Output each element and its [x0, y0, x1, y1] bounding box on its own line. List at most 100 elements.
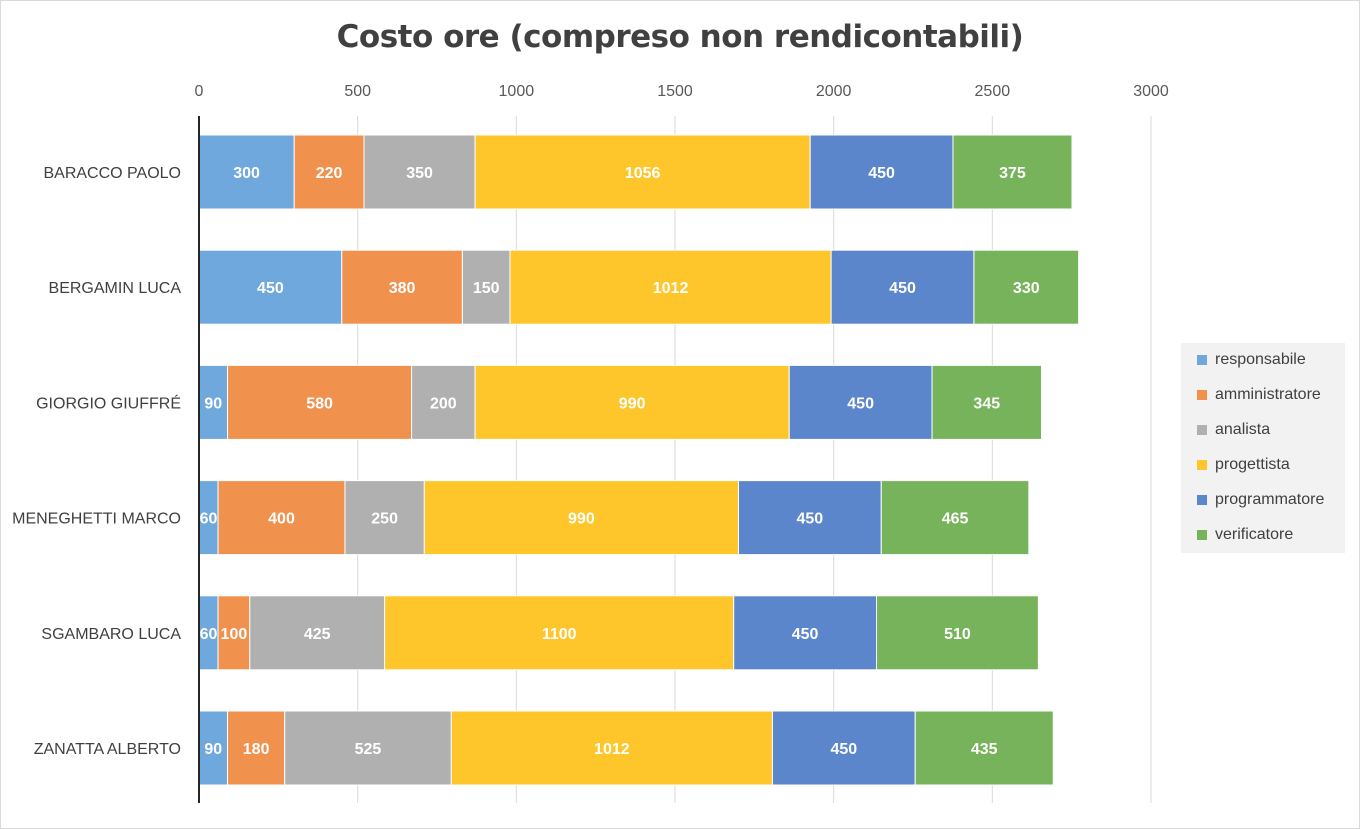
data-label: 1012 [594, 741, 630, 758]
data-label: 990 [619, 395, 646, 412]
data-label: 220 [316, 165, 343, 182]
x-tick-label: 1500 [657, 83, 693, 100]
legend-swatch [1197, 460, 1207, 470]
data-label: 350 [406, 165, 433, 182]
bar-segment-amministratore [341, 249, 463, 325]
bar-segment-progettista [474, 134, 811, 210]
category-label: MENEGHETTI MARCO [12, 511, 181, 528]
bar-segment-programmatore [737, 480, 882, 556]
data-label: 180 [243, 741, 270, 758]
data-label: 525 [355, 741, 382, 758]
data-label: 330 [1013, 280, 1040, 297]
bar-segment-analista [411, 364, 476, 440]
data-label: 450 [889, 280, 916, 297]
legend-swatch [1197, 530, 1207, 540]
legend-label: amministratore [1215, 386, 1321, 403]
data-label: 435 [971, 741, 998, 758]
data-label: 300 [233, 165, 260, 182]
legend-swatch [1197, 495, 1207, 505]
bar-segment-responsabile [198, 710, 229, 786]
legend-item-amministratore: amministratore [1197, 385, 1321, 405]
legend-swatch [1197, 425, 1207, 435]
data-label: 1100 [542, 626, 577, 643]
bar-segment-programmatore [733, 595, 878, 671]
legend-label: programmatore [1215, 491, 1325, 508]
data-label: 200 [430, 395, 457, 412]
data-label: 510 [944, 626, 971, 643]
data-label: 60 [200, 626, 218, 643]
data-label: 400 [268, 511, 295, 528]
category-label: SGAMBARO LUCA [41, 626, 181, 643]
data-label: 60 [200, 511, 218, 528]
data-label: 450 [830, 741, 857, 758]
bar-segment-amministratore [293, 134, 365, 210]
bar-segment-progettista [384, 595, 735, 671]
x-tick-label: 3000 [1133, 83, 1169, 100]
bar-segment-analista [363, 134, 476, 210]
data-label: 250 [371, 511, 398, 528]
bar-segment-verificatore [952, 134, 1073, 210]
legend-item-programmatore: programmatore [1197, 490, 1324, 510]
data-label: 425 [304, 626, 331, 643]
bar-segment-verificatore [914, 710, 1054, 786]
category-label: GIORGIO GIUFFRÉ [36, 393, 181, 412]
data-label: 450 [797, 511, 824, 528]
data-label: 150 [473, 280, 500, 297]
x-tick-label: 0 [195, 83, 204, 100]
bar-segment-analista [344, 480, 425, 556]
data-label: 380 [389, 280, 416, 297]
legend-item-analista: analista [1197, 420, 1270, 440]
bar-segment-verificatore [931, 364, 1043, 440]
bar-segment-responsabile [198, 249, 343, 325]
bar-segment-programmatore [830, 249, 975, 325]
bar-segment-analista [249, 595, 386, 671]
category-label: BERGAMIN LUCA [49, 280, 182, 297]
legend-label: analista [1215, 421, 1271, 438]
category-label: BARACCO PAOLO [43, 165, 181, 182]
legend-swatch [1197, 390, 1207, 400]
data-label: 990 [568, 511, 595, 528]
legend: responsabile amministratore analista proget… [1181, 343, 1345, 553]
legend-swatch [1197, 355, 1207, 365]
bar-segment-progettista [509, 249, 832, 325]
data-label: 345 [973, 395, 1000, 412]
bar-segment-progettista [450, 710, 773, 786]
data-label: 375 [999, 165, 1026, 182]
x-tick-label: 2000 [816, 83, 852, 100]
category-label: ZANATTA ALBERTO [34, 741, 181, 758]
bar-segment-programmatore [809, 134, 954, 210]
data-label: 465 [942, 511, 969, 528]
data-label: 450 [868, 165, 895, 182]
bar-segment-amministratore [217, 595, 251, 671]
legend-label: responsabile [1215, 351, 1306, 368]
bar-segment-analista [461, 249, 511, 325]
data-label: 100 [221, 626, 248, 643]
bar-segment-amministratore [227, 364, 413, 440]
legend-item-progettista: progettista [1197, 455, 1290, 475]
data-label: 90 [204, 395, 222, 412]
bar-segment-progettista [423, 480, 739, 556]
data-label: 1056 [625, 165, 661, 182]
bar-segment-verificatore [876, 595, 1039, 671]
data-label: 580 [306, 395, 333, 412]
data-label: 450 [792, 626, 819, 643]
bar-segment-progettista [474, 364, 790, 440]
legend-label: verificatore [1215, 526, 1294, 543]
legend-label: progettista [1215, 456, 1290, 473]
x-tick-label: 500 [344, 83, 371, 100]
data-label: 450 [847, 395, 874, 412]
x-tick-label: 2500 [975, 83, 1011, 100]
bar-segment-verificatore [973, 249, 1080, 325]
legend-item-verificatore: verificatore [1197, 525, 1293, 545]
legend-item-responsabile: responsabile [1197, 350, 1306, 370]
bar-segment-amministratore [227, 710, 286, 786]
bar-segment-verificatore [880, 480, 1030, 556]
chart-title: Costo ore (compreso non rendicontabili) [336, 19, 1024, 55]
data-label: 1012 [653, 280, 689, 297]
data-label: 450 [257, 280, 284, 297]
data-label: 90 [204, 741, 222, 758]
bar-segment-programmatore [788, 364, 933, 440]
x-tick-label: 1000 [499, 83, 535, 100]
